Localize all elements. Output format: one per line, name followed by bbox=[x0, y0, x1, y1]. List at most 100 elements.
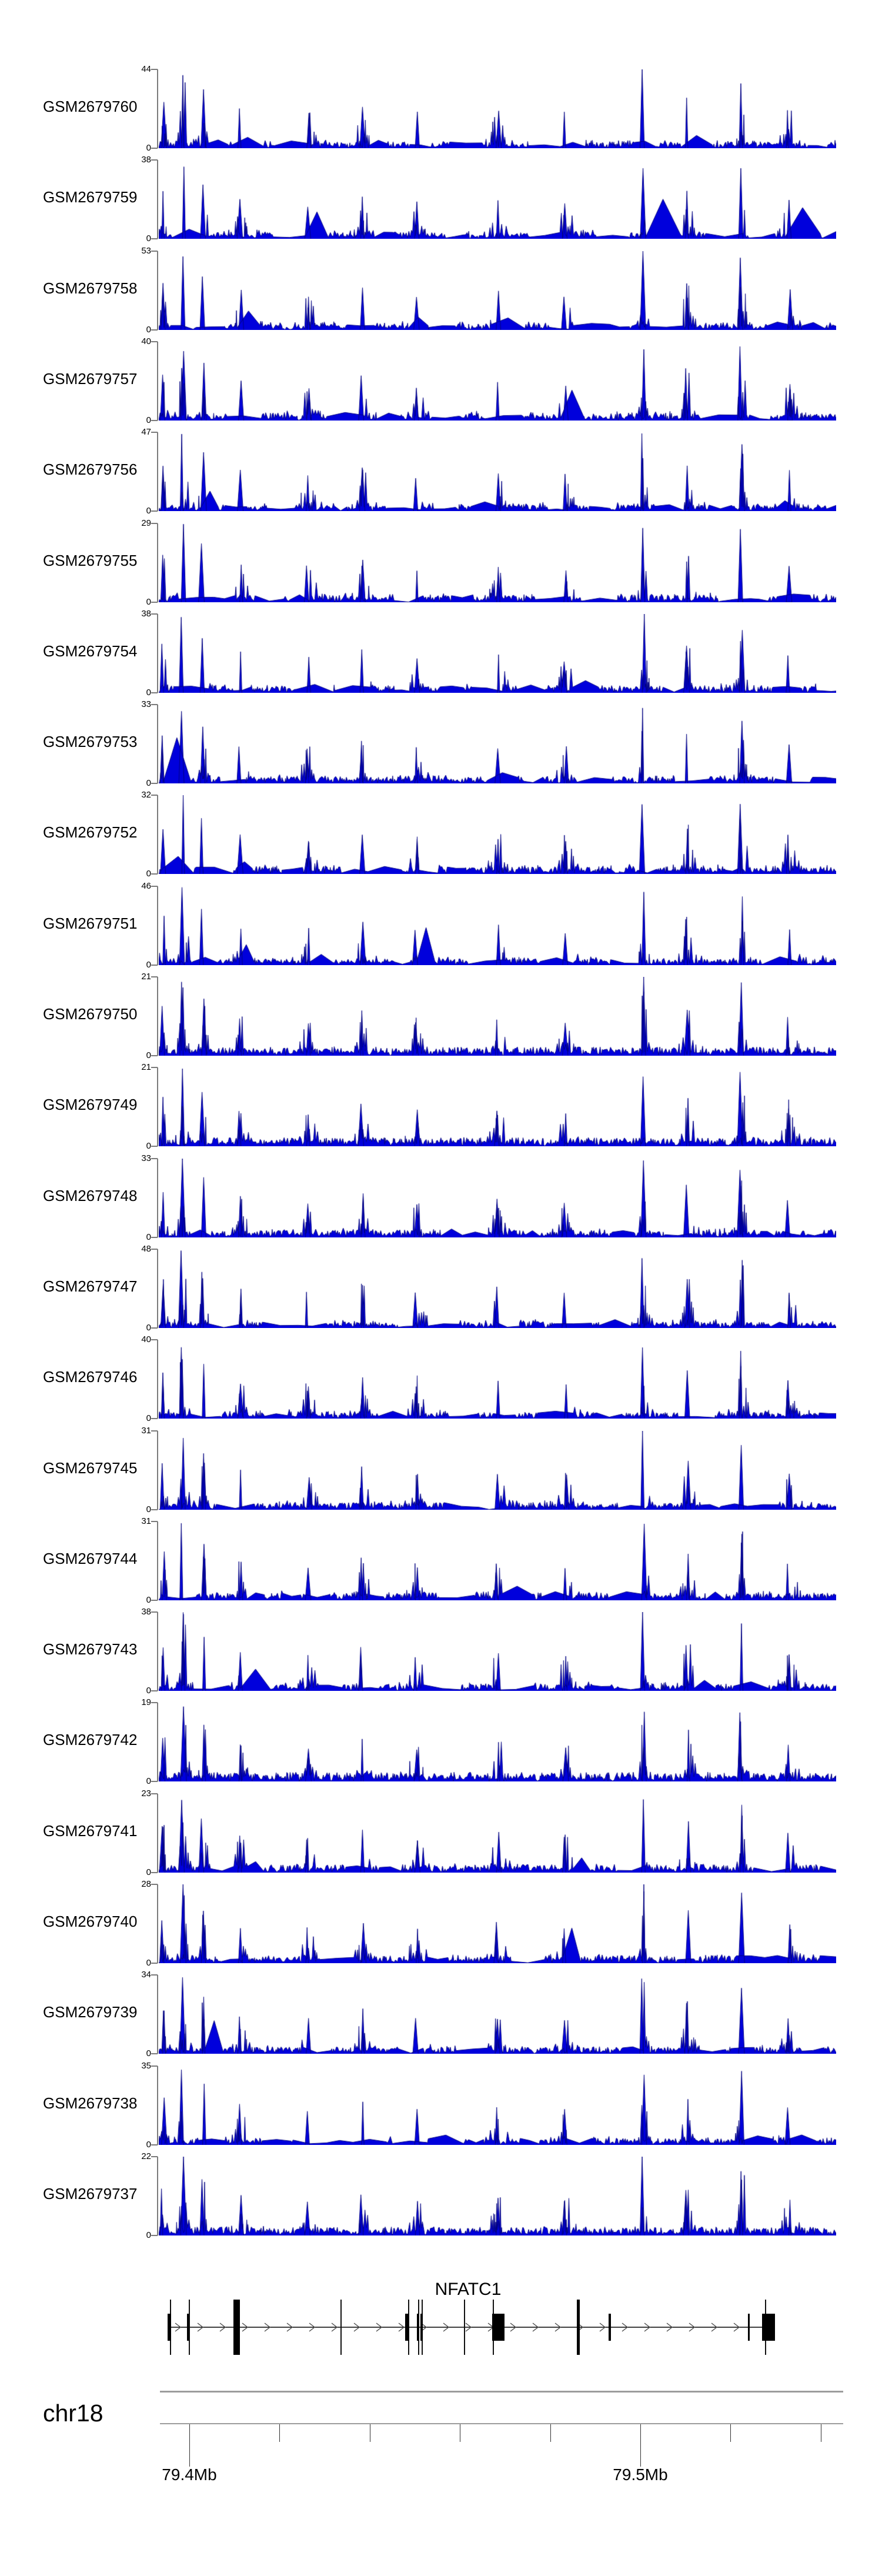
track-y-axis-line bbox=[157, 977, 158, 1056]
track-y-axis-zero-tick bbox=[151, 148, 158, 149]
track-sample-label: GSM2679760 bbox=[43, 98, 138, 115]
track-ymin-label: 0 bbox=[146, 2048, 151, 2058]
track-y-axis-line bbox=[157, 1340, 158, 1419]
coverage-signal-area bbox=[159, 705, 836, 783]
track-sample-label: GSM2679749 bbox=[43, 1096, 138, 1113]
exon-box bbox=[748, 2314, 750, 2341]
track-ymax-label: 35 bbox=[141, 2061, 151, 2071]
track-ymin-label: 0 bbox=[146, 1867, 151, 1877]
exon-box bbox=[492, 2314, 505, 2341]
track-sample-label: GSM2679759 bbox=[43, 188, 138, 206]
exon-box bbox=[417, 2314, 419, 2341]
strand-arrow-icon bbox=[175, 2323, 182, 2332]
track-ymax-label: 44 bbox=[141, 64, 151, 74]
track-y-axis-top-tick bbox=[151, 1974, 158, 1976]
track-y-axis-line bbox=[157, 705, 158, 783]
track-y-axis-zero-tick bbox=[151, 1781, 158, 1782]
ruler-minor-tick bbox=[279, 2424, 280, 2442]
strand-arrow-icon bbox=[242, 2323, 249, 2332]
track-ymax-label: 21 bbox=[141, 1062, 151, 1072]
track-y-axis-zero-tick bbox=[151, 2144, 158, 2145]
track-y-axis-line bbox=[157, 1794, 158, 1873]
track-y-axis-zero-tick bbox=[151, 1055, 158, 1056]
track-ymin-label: 0 bbox=[146, 1141, 151, 1151]
track-ymin-label: 0 bbox=[146, 1595, 151, 1605]
track-y-axis-zero-tick bbox=[151, 873, 158, 875]
track-sample-label: GSM2679744 bbox=[43, 1550, 138, 1567]
track-y-axis-top-tick bbox=[151, 704, 158, 705]
exon-box bbox=[577, 2300, 580, 2355]
coverage-signal-area bbox=[159, 2066, 836, 2145]
track-y-axis-line bbox=[157, 432, 158, 511]
track-y-axis-top-tick bbox=[151, 523, 158, 524]
track-ymax-label: 33 bbox=[141, 699, 151, 709]
strand-arrow-icon bbox=[443, 2323, 450, 2332]
coverage-signal-area bbox=[159, 251, 836, 330]
track-y-axis-top-tick bbox=[151, 1611, 158, 1613]
strand-arrow-icon bbox=[376, 2323, 383, 2332]
strand-arrow-icon bbox=[532, 2323, 539, 2332]
track-ymax-label: 40 bbox=[141, 336, 151, 346]
gene-model-track bbox=[168, 2300, 775, 2355]
track-ymax-label: 29 bbox=[141, 518, 151, 528]
track-ymin-label: 0 bbox=[146, 1323, 151, 1333]
track-y-axis-zero-tick bbox=[151, 1418, 158, 1419]
ruler-top-line bbox=[160, 2391, 843, 2393]
track-ymin-label: 0 bbox=[146, 415, 151, 425]
track-y-axis-top-tick bbox=[151, 432, 158, 433]
track-y-axis-top-tick bbox=[151, 1430, 158, 1432]
ruler-axis-line bbox=[160, 2423, 843, 2424]
track-y-axis-zero-tick bbox=[151, 1600, 158, 1601]
track-y-axis-top-tick bbox=[151, 613, 158, 615]
gene-name-label: NFATC1 bbox=[435, 2280, 502, 2299]
track-sample-label: GSM2679741 bbox=[43, 1822, 138, 1840]
track-y-axis-line bbox=[157, 1975, 158, 2054]
track-sample-label: GSM2679747 bbox=[43, 1277, 138, 1295]
track-ymax-label: 32 bbox=[141, 790, 151, 800]
track-ymin-label: 0 bbox=[146, 1504, 151, 1514]
track-ymin-label: 0 bbox=[146, 2140, 151, 2150]
strand-arrow-icon bbox=[510, 2323, 517, 2332]
track-y-axis-line bbox=[157, 251, 158, 330]
track-y-axis-line bbox=[157, 1703, 158, 1781]
coverage-signal-area bbox=[159, 342, 836, 421]
track-y-axis-zero-tick bbox=[151, 1237, 158, 1238]
track-y-axis-top-tick bbox=[151, 795, 158, 796]
track-y-axis-line bbox=[157, 886, 158, 965]
track-ymin-label: 0 bbox=[146, 960, 151, 970]
strand-arrow-icon bbox=[197, 2323, 204, 2332]
track-y-axis-zero-tick bbox=[151, 2235, 158, 2236]
track-y-axis-zero-tick bbox=[151, 510, 158, 512]
track-y-axis-line bbox=[157, 1884, 158, 1963]
track-ymax-label: 34 bbox=[141, 1970, 151, 1980]
track-sample-label: GSM2679742 bbox=[43, 1731, 138, 1749]
strand-arrow-icon bbox=[622, 2323, 629, 2332]
track-sample-label: GSM2679739 bbox=[43, 2003, 138, 2021]
track-ymin-label: 0 bbox=[146, 1958, 151, 1968]
track-ymin-label: 0 bbox=[146, 1776, 151, 1786]
track-y-axis-line bbox=[157, 1521, 158, 1600]
track-ymin-label: 0 bbox=[146, 778, 151, 788]
track-ymax-label: 48 bbox=[141, 1244, 151, 1254]
coverage-signal-area bbox=[159, 523, 836, 602]
track-y-axis-top-tick bbox=[151, 1884, 158, 1885]
ruler-minor-tick bbox=[550, 2424, 551, 2442]
track-y-axis-top-tick bbox=[151, 2066, 158, 2067]
track-y-axis-top-tick bbox=[151, 1702, 158, 1703]
track-y-axis-top-tick bbox=[151, 886, 158, 887]
track-ymax-label: 38 bbox=[141, 1607, 151, 1617]
coverage-signal-area bbox=[159, 1249, 836, 1328]
strand-arrow-icon bbox=[331, 2323, 338, 2332]
track-sample-label: GSM2679756 bbox=[43, 461, 138, 478]
exon-box bbox=[420, 2314, 423, 2341]
track-ymin-label: 0 bbox=[146, 1413, 151, 1423]
track-sample-label: GSM2679743 bbox=[43, 1640, 138, 1658]
ruler-major-tick bbox=[640, 2424, 641, 2467]
exon-box bbox=[233, 2300, 240, 2355]
track-y-axis-line bbox=[157, 1431, 158, 1510]
strand-arrow-icon bbox=[219, 2323, 226, 2332]
exon-box bbox=[187, 2314, 189, 2341]
track-ymin-label: 0 bbox=[146, 1232, 151, 1242]
track-y-axis-line bbox=[157, 1249, 158, 1328]
track-ymax-label: 40 bbox=[141, 1334, 151, 1344]
